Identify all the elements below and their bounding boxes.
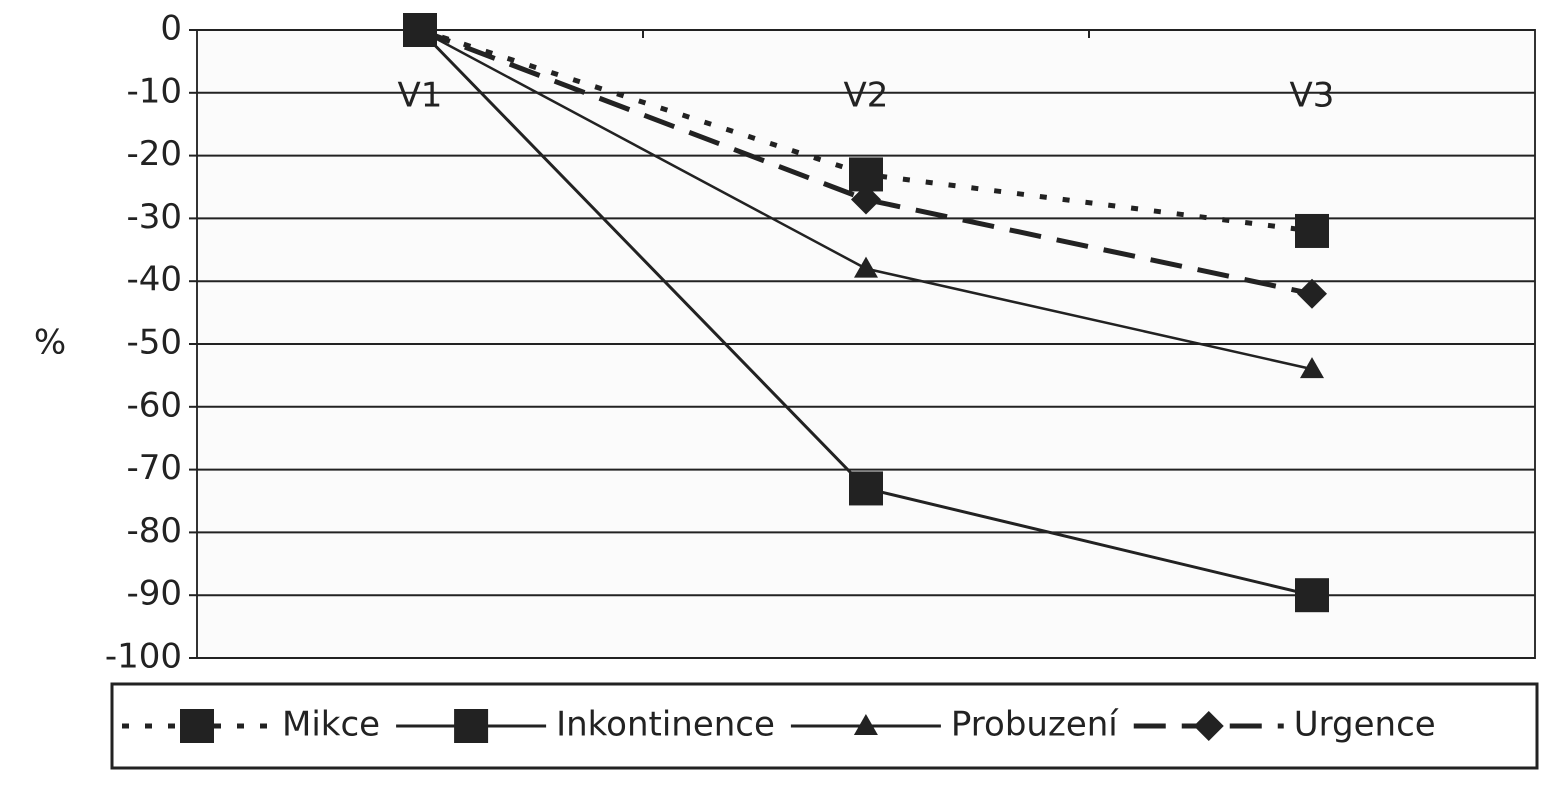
x-tick-label: V2 bbox=[844, 76, 889, 116]
data-point bbox=[405, 15, 435, 45]
legend-label: Urgence bbox=[1294, 705, 1436, 745]
data-point bbox=[1297, 278, 1327, 309]
x-tick-label: V1 bbox=[398, 76, 443, 116]
data-point bbox=[1300, 357, 1324, 379]
legend-label: Mikce bbox=[282, 705, 380, 745]
data-point bbox=[1295, 213, 1329, 248]
legend-label: Inkontinence bbox=[556, 705, 775, 745]
y-tick-label: 0 bbox=[160, 9, 182, 49]
y-tick-label: -30 bbox=[126, 197, 182, 237]
y-tick-label: -80 bbox=[126, 511, 182, 551]
y-tick-label: -50 bbox=[126, 323, 182, 363]
y-tick-label: -100 bbox=[105, 637, 182, 677]
x-tick-label: V3 bbox=[1290, 76, 1335, 116]
y-tick-label: -40 bbox=[126, 260, 182, 300]
y-tick-label: -60 bbox=[126, 385, 182, 425]
y-axis-label: % bbox=[34, 323, 66, 363]
y-tick-label: -70 bbox=[126, 448, 182, 488]
legend-box bbox=[110, 682, 1539, 770]
y-tick-label: -10 bbox=[126, 71, 182, 111]
data-point bbox=[851, 184, 881, 215]
legend-marker bbox=[1193, 711, 1224, 741]
legend-marker bbox=[853, 714, 878, 735]
y-tick-label: -90 bbox=[126, 574, 182, 614]
legend-marker bbox=[454, 709, 489, 743]
legend-label: Probuzení bbox=[951, 705, 1119, 745]
data-point bbox=[854, 256, 878, 278]
legend-marker bbox=[180, 709, 214, 743]
data-point bbox=[1295, 578, 1329, 613]
series-line bbox=[419, 27, 1313, 297]
data-point bbox=[849, 471, 883, 506]
y-tick-label: -20 bbox=[126, 134, 182, 174]
